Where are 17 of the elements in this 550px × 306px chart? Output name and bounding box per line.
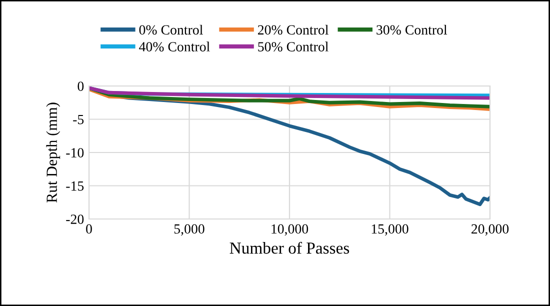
y-axis-title: Rut Depth (mm) <box>46 102 60 203</box>
x-tick-label: 5,000 <box>174 224 204 236</box>
y-tick-label: 0 <box>78 82 84 91</box>
y-tick-label: -5 <box>73 114 84 124</box>
y-tick-label: -10 <box>66 148 84 158</box>
legend-label: 40% Control <box>139 42 210 52</box>
x-tick-label: 20,000 <box>472 224 509 236</box>
y-tick-label: -15 <box>66 181 84 191</box>
legend-label: 20% Control <box>258 24 328 35</box>
x-tick-label: 15,000 <box>372 224 408 236</box>
x-tick-label: 10,000 <box>272 224 308 236</box>
legend-label: 50% Control <box>258 42 328 52</box>
x-axis-title: Number of Passes <box>230 242 350 254</box>
x-tick-label: 0 <box>86 224 92 234</box>
legend-label: 30% Control <box>376 24 448 35</box>
y-tick-label: -20 <box>66 214 84 224</box>
legend-label: 0% Control <box>139 24 203 35</box>
